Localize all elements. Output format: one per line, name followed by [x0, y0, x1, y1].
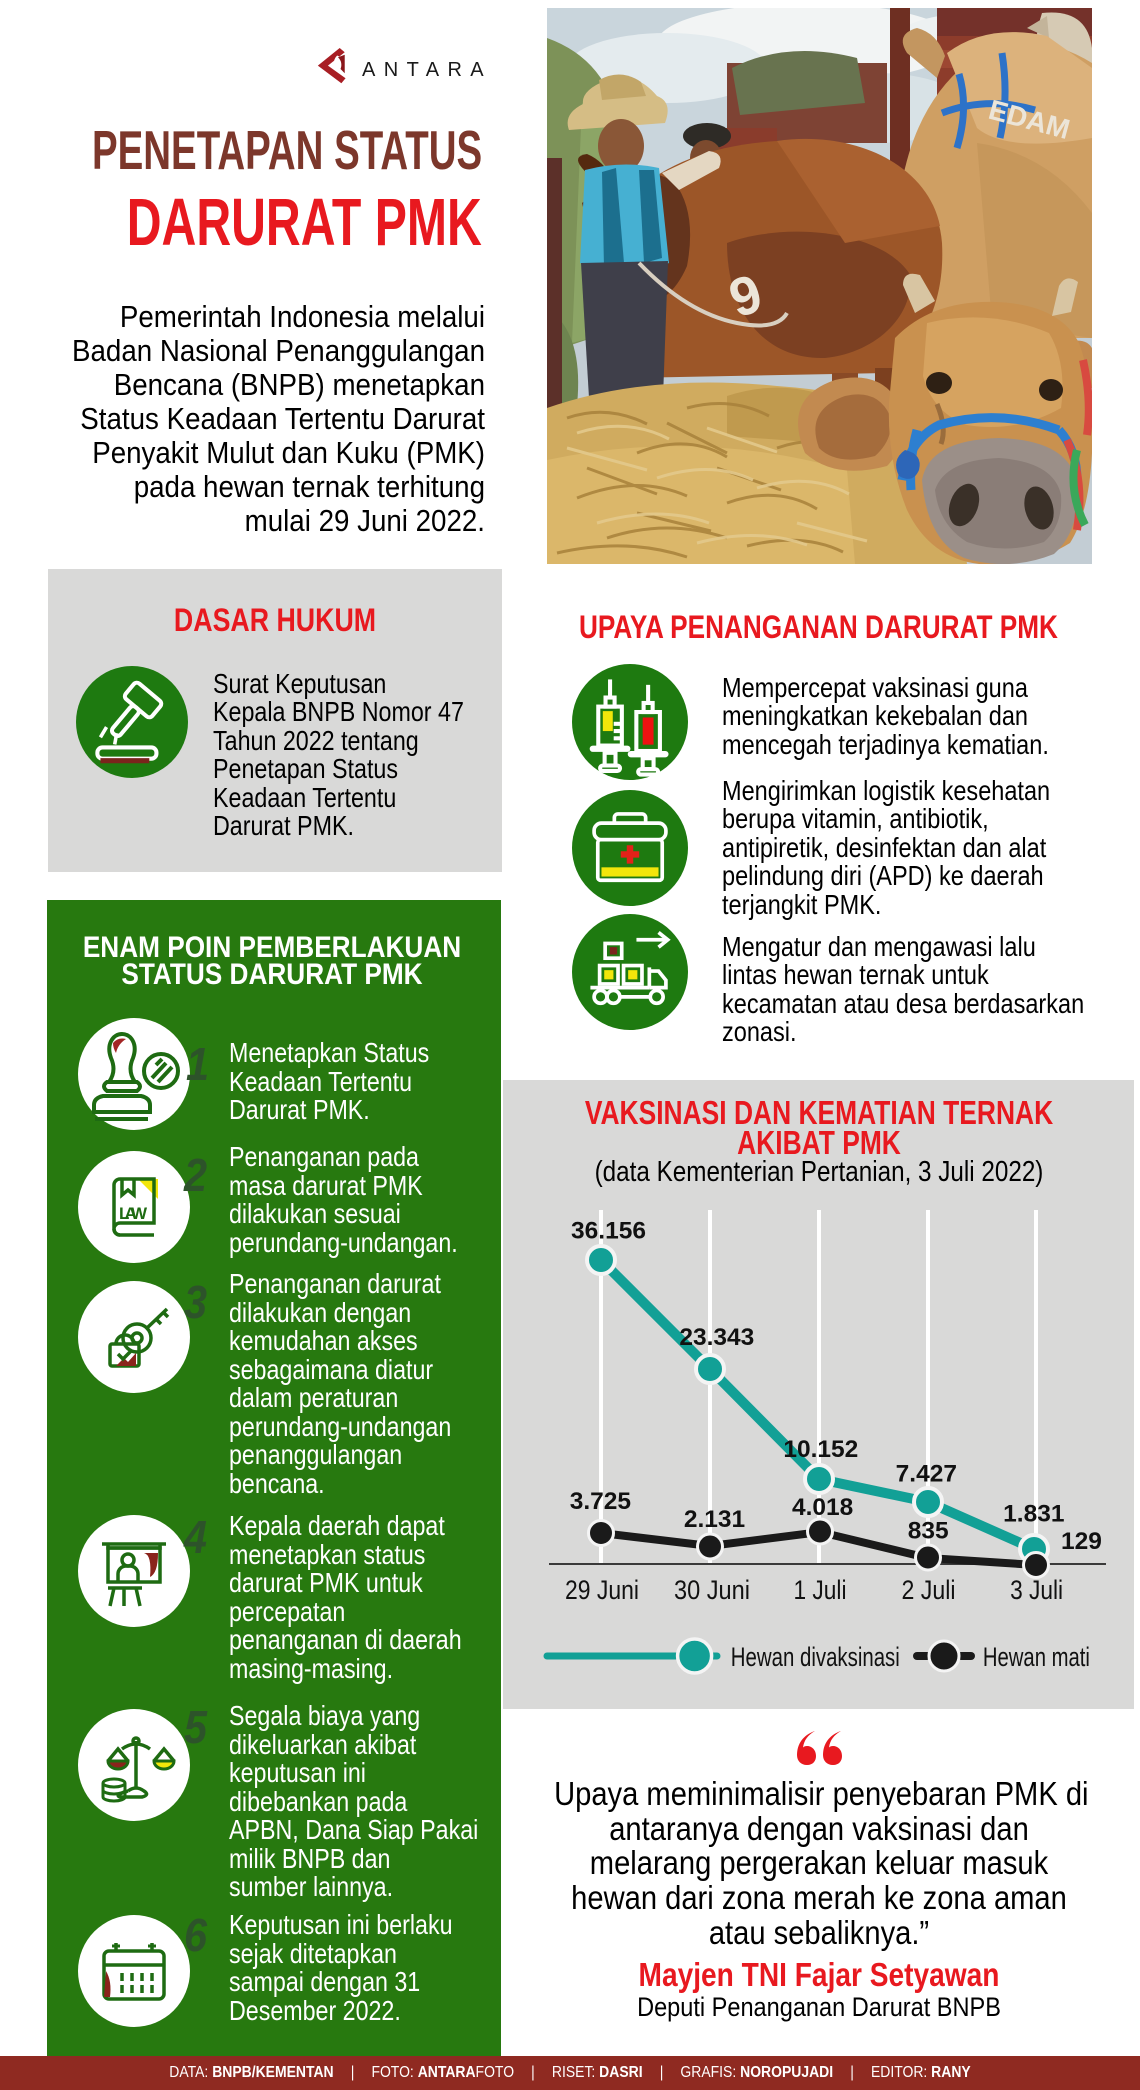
svg-text:2 Juli: 2 Juli — [902, 1575, 956, 1605]
svg-text:1 Juli: 1 Juli — [794, 1575, 847, 1605]
svg-text:Hewan mati: Hewan mati — [983, 1642, 1090, 1672]
svg-text:3.725: 3.725 — [570, 1488, 631, 1515]
svg-text:ANTARA: ANTARA — [362, 59, 492, 81]
svg-text:29 Juni: 29 Juni — [565, 1575, 639, 1605]
svg-text:2.131: 2.131 — [684, 1506, 745, 1533]
svg-text:23.343: 23.343 — [679, 1324, 754, 1351]
svg-text:10.152: 10.152 — [783, 1436, 858, 1463]
svg-text:Hewan divaksinasi: Hewan divaksinasi — [731, 1642, 900, 1672]
svg-text:129: 129 — [1061, 1528, 1102, 1555]
svg-text:1.831: 1.831 — [1003, 1501, 1064, 1528]
svg-text:30 Juni: 30 Juni — [674, 1575, 750, 1605]
svg-text:LAW: LAW — [119, 1204, 148, 1223]
svg-text:36.156: 36.156 — [571, 1218, 646, 1245]
svg-text:835: 835 — [908, 1518, 949, 1545]
svg-text:3 Juli: 3 Juli — [1010, 1575, 1063, 1605]
svg-text:7.427: 7.427 — [896, 1460, 957, 1487]
svg-text:4.018: 4.018 — [792, 1494, 853, 1521]
